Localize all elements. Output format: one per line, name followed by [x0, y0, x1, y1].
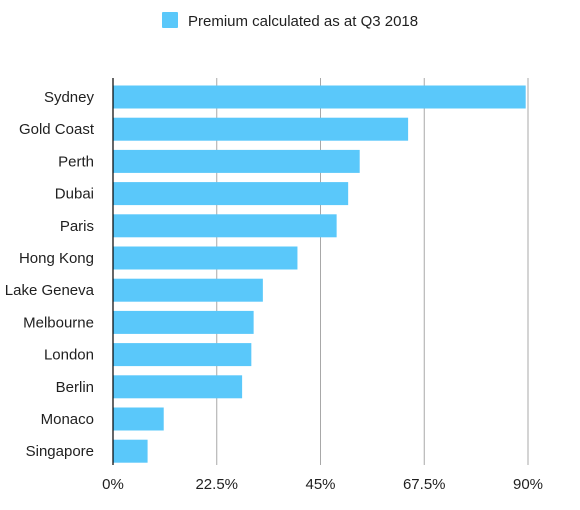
category-label: Monaco: [41, 411, 94, 428]
bar: [113, 343, 252, 367]
category-label: Singapore: [26, 443, 94, 460]
bar: [113, 278, 263, 302]
x-tick-label: 67.5%: [403, 476, 446, 493]
category-label: Lake Geneva: [5, 282, 95, 299]
category-label: Melbourne: [23, 314, 94, 331]
bar: [113, 214, 337, 238]
bar: [113, 182, 349, 206]
x-tick-label: 45%: [305, 476, 335, 493]
category-label: London: [44, 347, 94, 364]
bars: [113, 85, 526, 463]
legend-label: Premium calculated as at Q3 2018: [188, 13, 418, 30]
category-label: Paris: [60, 218, 94, 235]
gridlines: [216, 78, 529, 465]
x-tick-label: 90%: [513, 476, 543, 493]
category-label: Dubai: [55, 186, 94, 203]
bar: [113, 149, 360, 173]
legend: Premium calculated as at Q3 2018: [162, 12, 418, 30]
category-labels: Sydney Gold Coast Perth Dubai Paris Hong Kong…: [5, 89, 95, 460]
category-label: Berlin: [56, 379, 94, 396]
category-label: Gold Coast: [19, 121, 95, 138]
x-tick-label: 0%: [102, 476, 124, 493]
category-label: Sydney: [44, 89, 95, 106]
bar: [113, 407, 164, 431]
x-tick-labels: 0% 22.5% 45% 67.5% 90%: [102, 476, 543, 493]
category-label: Perth: [58, 153, 94, 170]
category-label: Hong Kong: [19, 250, 94, 267]
bar: [113, 85, 526, 109]
bar: [113, 246, 298, 270]
bar: [113, 375, 243, 399]
legend-swatch: [162, 12, 178, 28]
bar: [113, 439, 148, 463]
x-tick-label: 22.5%: [195, 476, 238, 493]
bar: [113, 117, 409, 141]
bar: [113, 310, 254, 334]
